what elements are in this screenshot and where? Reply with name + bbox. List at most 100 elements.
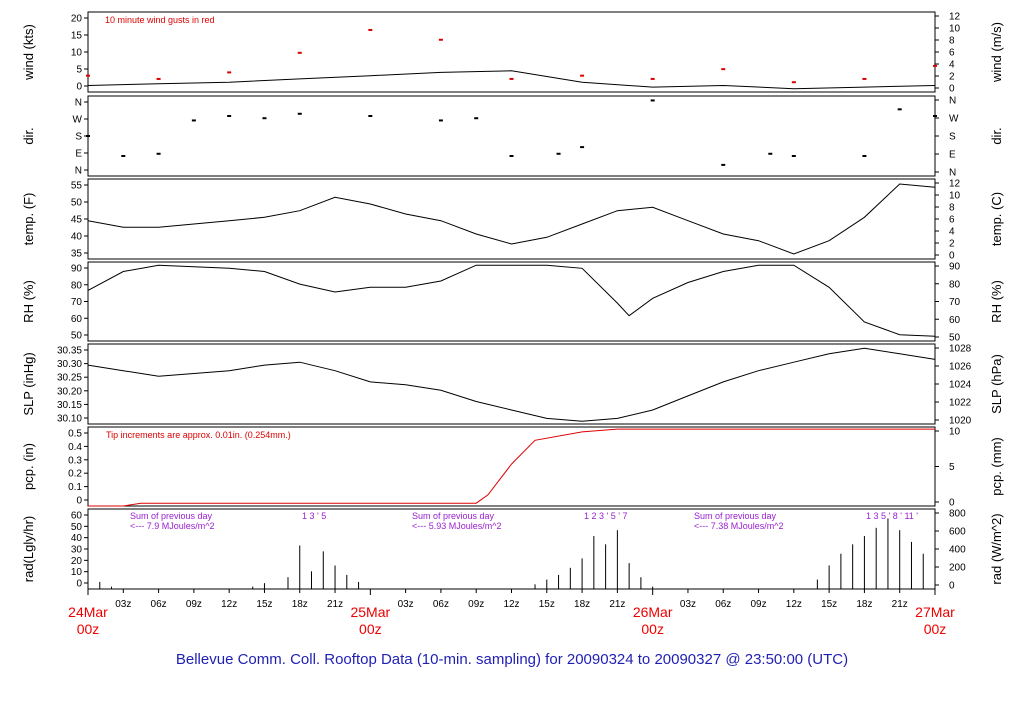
- right-tick-label: 6: [949, 215, 955, 226]
- left-tick-label: 20: [71, 14, 83, 25]
- left-tick-label: 5: [76, 65, 82, 76]
- right-tick-label: 0: [949, 84, 955, 95]
- right-tick-label: 0: [949, 498, 955, 509]
- left-tick-label: 0.1: [68, 482, 82, 493]
- left-tick-label: 0.4: [68, 442, 82, 453]
- x-tick-label: 03z: [680, 599, 696, 610]
- left-tick-label: 0.2: [68, 469, 82, 480]
- x-tick-label: 09z: [186, 599, 202, 610]
- left-tick-label: 10: [71, 48, 83, 59]
- left-tick-label: 50: [71, 522, 83, 533]
- left-axis-label: pcp. (in): [21, 443, 36, 490]
- data-point: [721, 163, 726, 166]
- data-point: [862, 77, 867, 80]
- left-tick-label: 30.20: [57, 386, 82, 397]
- left-tick-label: 45: [71, 215, 83, 226]
- right-axis-label: RH (%): [989, 280, 1004, 323]
- right-tick-label: 1022: [949, 398, 972, 409]
- right-tick-label: W: [949, 114, 959, 125]
- data-point: [368, 115, 373, 117]
- right-tick-label: 2: [949, 239, 955, 250]
- left-tick-label: W: [73, 115, 83, 126]
- right-tick-label: 8: [949, 36, 955, 47]
- panel-slp: 30.10 30.15 30.20 30.25 30.30 30.35 1020 1022 10…: [21, 343, 1004, 427]
- left-tick-label: 55: [71, 181, 83, 192]
- right-tick-label: 600: [949, 527, 966, 538]
- left-tick-label: 30.30: [57, 359, 82, 370]
- left-tick-label: 15: [71, 31, 83, 42]
- right-tick-label: 1020: [949, 416, 972, 427]
- left-tick-label: 60: [71, 511, 83, 522]
- left-axis-label: wind (kts): [21, 24, 36, 81]
- data-point: [368, 28, 373, 31]
- right-tick-label: 6: [949, 48, 955, 59]
- daily-hour-ticks: 1 3 ' 5: [302, 511, 326, 521]
- right-tick-label: 80: [949, 279, 961, 290]
- x-tick-label: 06z: [433, 599, 449, 610]
- daily-note-title: Sum of previous day: [412, 511, 495, 521]
- daily-hour-ticks: 1 2 3 ' 5 ' 7: [584, 511, 627, 521]
- left-tick-label: E: [75, 149, 82, 160]
- right-axis-label: dir.: [989, 127, 1004, 144]
- x-tick-label: 21z: [892, 599, 908, 610]
- data-point: [156, 152, 161, 155]
- right-tick-label: 5: [949, 462, 955, 473]
- data-point: [556, 152, 561, 155]
- right-tick-label: S: [949, 132, 956, 143]
- left-tick-label: 80: [71, 280, 83, 291]
- panel-frame: [87, 508, 936, 590]
- right-tick-label: N: [949, 168, 956, 179]
- right-tick-label: 1028: [949, 344, 972, 355]
- daily-note-sum: <--- 5.93 MJoules/m^2: [412, 521, 502, 531]
- left-axis-label: temp. (F): [21, 193, 36, 246]
- x-tick-label: 18z: [574, 599, 590, 610]
- right-tick-label: 12: [949, 179, 961, 190]
- right-axis-label: SLP (hPa): [989, 354, 1004, 414]
- right-tick-label: 70: [949, 297, 961, 308]
- right-tick-label: 200: [949, 563, 966, 574]
- x-tick-label: 18z: [856, 599, 872, 610]
- left-tick-label: S: [75, 132, 82, 143]
- day-label-time: 00z: [359, 621, 382, 637]
- left-tick-label: 35: [71, 249, 83, 260]
- data-point: [86, 135, 90, 137]
- x-tick-label: 15z: [256, 599, 272, 610]
- series-line: [87, 264, 936, 337]
- panel-annotation: 10 minute wind gusts in red: [105, 15, 215, 25]
- data-point: [509, 77, 514, 80]
- x-tick-label: 12z: [786, 599, 802, 610]
- right-tick-label: 10: [949, 427, 961, 438]
- x-tick-label: 03z: [115, 599, 131, 610]
- data-point: [227, 115, 232, 117]
- daily-note-sum: <--- 7.38 MJoules/m^2: [694, 521, 784, 531]
- right-tick-label: N: [949, 96, 956, 107]
- panel-rh: 50 60 70 80 90 50 60 70 80 90 RH (%) RH (%): [21, 261, 1004, 344]
- x-tick-label: 21z: [609, 599, 625, 610]
- left-axis-label: RH (%): [21, 280, 36, 323]
- x-tick-label: 12z: [503, 599, 519, 610]
- data-point: [933, 64, 937, 67]
- data-point: [438, 38, 443, 41]
- daily-note-title: Sum of previous day: [694, 511, 777, 521]
- series-line: [87, 347, 936, 422]
- right-tick-label: 1026: [949, 362, 972, 373]
- day-label-date: 25Mar: [350, 604, 390, 620]
- panel-annotation: Tip increments are approx. 0.01in. (0.25…: [106, 430, 291, 440]
- right-tick-label: 0: [949, 581, 955, 592]
- data-point: [438, 119, 443, 122]
- left-tick-label: 50: [71, 198, 83, 209]
- right-tick-label: 4: [949, 60, 955, 71]
- data-point: [768, 152, 773, 155]
- panel-frame: [87, 343, 936, 425]
- left-tick-label: 0.5: [68, 429, 82, 440]
- data-point: [509, 155, 514, 157]
- data-point: [897, 108, 902, 111]
- day-label-date: 27Mar: [915, 604, 955, 620]
- left-tick-label: 40: [71, 232, 83, 243]
- x-tick-label: 06z: [715, 599, 731, 610]
- x-tick-label: 06z: [151, 599, 167, 610]
- left-tick-label: 30.10: [57, 414, 82, 425]
- left-tick-label: 0: [76, 82, 82, 93]
- data-point: [721, 68, 726, 71]
- left-tick-label: N: [75, 166, 82, 177]
